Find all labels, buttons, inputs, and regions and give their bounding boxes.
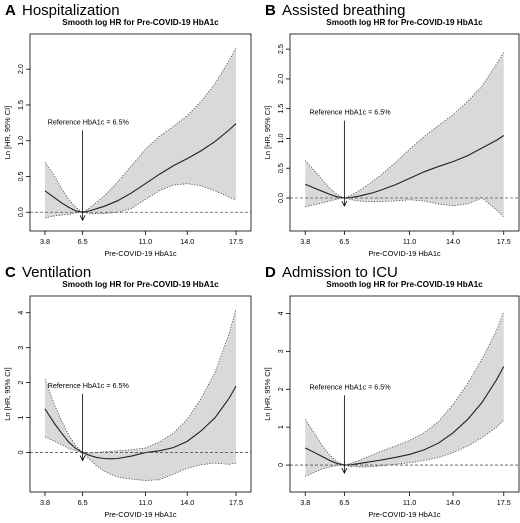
y-axis-label: Ln [HR, 95% CI]	[3, 367, 12, 420]
x-tick-label: 14.0	[180, 237, 194, 246]
reference-label: Reference HbA1c = 6.5%	[309, 108, 391, 117]
y-tick-label: 0.5	[276, 163, 285, 173]
x-tick-label: 17.5	[497, 498, 511, 507]
reference-arrowhead	[79, 215, 86, 222]
y-tick-label: 2	[16, 381, 25, 385]
x-tick-label: 17.5	[229, 498, 243, 507]
upper-ci-line	[304, 51, 505, 199]
panel-heading: Hospitalization	[22, 2, 120, 19]
ci-band	[44, 309, 237, 481]
y-tick-label: 1.0	[16, 136, 25, 146]
upper-ci-line	[304, 311, 505, 466]
y-tick-label: 0.0	[16, 207, 25, 217]
reference-arrowhead	[341, 467, 348, 474]
chart-title: Smooth log HR for Pre-COVID-19 HbA1c	[62, 280, 219, 289]
y-tick-label: 1.5	[16, 100, 25, 110]
chart-title: Smooth log HR for Pre-COVID-19 HbA1c	[326, 18, 483, 27]
x-tick-label: 6.5	[339, 237, 349, 246]
x-tick-label: 6.5	[339, 498, 349, 507]
x-tick-label: 17.5	[497, 237, 511, 246]
y-tick-label: 2.5	[276, 44, 285, 54]
x-tick-label: 3.8	[40, 498, 50, 507]
ci-band	[305, 311, 504, 477]
reference-label: Reference HbA1c = 6.5%	[309, 382, 391, 391]
chart-title: Smooth log HR for Pre-COVID-19 HbA1c	[326, 280, 483, 289]
x-tick-label: 17.5	[229, 237, 243, 246]
y-tick-label: 0.5	[16, 171, 25, 181]
y-tick-label: 3	[276, 349, 285, 353]
x-tick-label: 14.0	[446, 237, 460, 246]
y-tick-label: 1	[16, 416, 25, 420]
x-tick-label: 3.8	[300, 237, 310, 246]
estimate-line	[44, 385, 237, 460]
x-tick-label: 11.0	[403, 498, 416, 507]
panel-heading: Admission to ICU	[282, 264, 398, 281]
x-axis-label: Pre-COVID-19 HbA1c	[104, 249, 177, 258]
y-tick-label: 1.0	[276, 133, 285, 143]
y-axis-label: Ln [HR, 95% CI]	[3, 106, 12, 159]
y-tick-label: 0	[276, 463, 285, 467]
y-tick-label: 2	[276, 387, 285, 391]
x-tick-label: 3.8	[300, 498, 310, 507]
lower-ci-line	[305, 197, 505, 218]
chart-title: Smooth log HR for Pre-COVID-19 HbA1c	[62, 18, 219, 27]
plot-frame	[29, 295, 252, 493]
upper-ci-line	[44, 309, 237, 454]
y-tick-label: 1	[276, 425, 285, 429]
panel-letter: D	[265, 264, 276, 281]
panel-letter: B	[265, 2, 276, 19]
x-tick-label: 11.0	[139, 498, 152, 507]
lower-ci-line	[44, 183, 237, 219]
x-tick-label: 11.0	[403, 237, 416, 246]
y-axis-label: Ln [HR, 95% CI]	[263, 367, 272, 420]
reference-arrowhead	[341, 200, 348, 207]
x-axis-label: Pre-COVID-19 HbA1c	[368, 510, 441, 519]
y-tick-label: 4	[276, 311, 285, 315]
reference-label: Reference HbA1c = 6.5%	[48, 381, 130, 390]
x-tick-label: 14.0	[180, 498, 194, 507]
x-tick-label: 11.0	[139, 237, 152, 246]
x-tick-label: 6.5	[78, 237, 88, 246]
estimate-line	[304, 366, 505, 466]
panel-letter: A	[5, 2, 16, 19]
estimate-line	[305, 135, 505, 199]
y-tick-label: 1.5	[276, 104, 285, 114]
y-tick-label: 3	[16, 346, 25, 350]
y-tick-label: 2.0	[276, 74, 285, 84]
x-tick-label: 6.5	[78, 498, 88, 507]
lower-ci-line	[44, 436, 237, 481]
y-tick-label: 2.0	[16, 64, 25, 74]
y-axis-label: Ln [HR, 95% CI]	[263, 106, 272, 159]
panel-heading: Ventilation	[22, 264, 91, 281]
panel-letter: C	[5, 264, 16, 281]
upper-ci-line	[44, 47, 237, 213]
reference-label: Reference HbA1c = 6.5%	[48, 117, 130, 126]
x-tick-label: 3.8	[40, 237, 50, 246]
plot-frame	[29, 33, 252, 232]
panel-heading: Assisted breathing	[282, 2, 405, 19]
y-tick-label: 0.0	[276, 193, 285, 203]
y-tick-label: 0	[16, 451, 25, 455]
x-tick-label: 14.0	[446, 498, 460, 507]
plot-frame	[289, 33, 520, 232]
reference-arrowhead	[79, 455, 86, 462]
lower-ci-line	[305, 420, 505, 477]
y-tick-label: 4	[16, 311, 25, 315]
estimate-line	[44, 123, 237, 213]
x-axis-label: Pre-COVID-19 HbA1c	[368, 249, 441, 258]
plot-frame	[289, 295, 520, 493]
ci-band	[305, 52, 504, 218]
ci-band	[44, 47, 237, 218]
x-axis-label: Pre-COVID-19 HbA1c	[104, 510, 177, 519]
